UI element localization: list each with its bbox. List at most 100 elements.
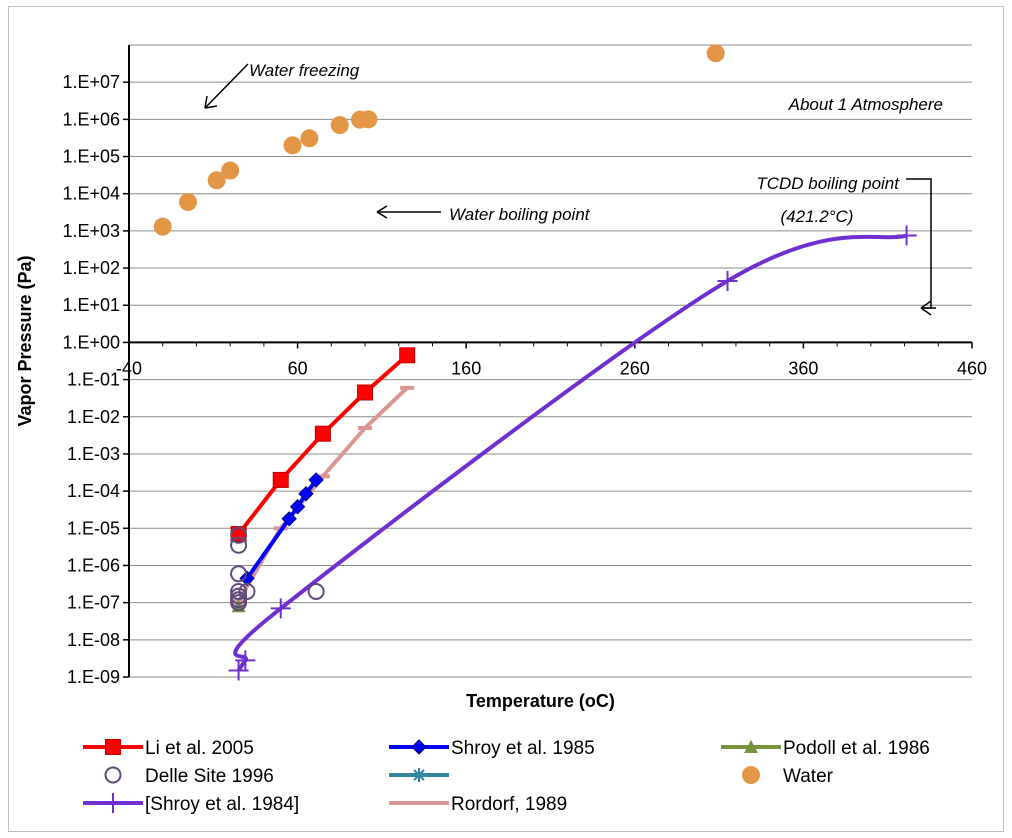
annotation-one-atmosphere: About 1 Atmosphere: [788, 95, 943, 114]
y-tick-label: 1.E+03: [62, 221, 120, 241]
annotation-tcdd-boiling-point: TCDD boiling point: [756, 174, 900, 193]
x-tick-label: -40: [116, 358, 142, 378]
vapor-pressure-chart: 1.E-09 1.E-08 1.E-07 1.E-06 1.E-05 1.E-04 1.E-…: [15, 44, 987, 815]
y-tick-label: 1.E-05: [67, 518, 120, 538]
y-tick-label: 1.E-02: [67, 407, 120, 427]
data-point: [207, 171, 226, 190]
data-point: [239, 570, 255, 587]
legend-label: Delle Site 1996: [145, 766, 274, 787]
data-point: [153, 217, 172, 236]
data-point: [270, 598, 291, 619]
data-point: [230, 526, 248, 544]
series-line: [236, 386, 409, 603]
arrowhead: [204, 95, 218, 109]
x-tick-label: 360: [788, 358, 818, 378]
legend: Li et al. 2005 Shroy et al. 1985 Podoll et…: [83, 738, 930, 815]
data-series: [153, 44, 917, 681]
data-point: [228, 660, 249, 681]
data-point: [357, 384, 374, 401]
data-point: [314, 425, 331, 442]
data-point: [272, 471, 289, 488]
data-point: [308, 472, 324, 488]
legend-entry-water: Water: [742, 766, 834, 787]
y-tick-label: 1.E+00: [62, 332, 120, 352]
chart-frame: 1.E-09 1.E-08 1.E-07 1.E-06 1.E-05 1.E-04 1.E-…: [8, 6, 1004, 832]
series-li-et-al-2005: [230, 347, 416, 543]
bracket-tcdd: [906, 178, 932, 309]
data-point: [230, 565, 248, 583]
x-axis-title: Temperature (oC): [466, 691, 615, 711]
legend-label: Shroy et al. 1985: [451, 738, 595, 759]
data-point: [359, 110, 378, 129]
legend-entry-podoll-et-al-1986: Podoll et al. 1986: [721, 738, 930, 759]
annotation-water-freezing: Water freezing: [249, 61, 360, 80]
data-point: [230, 536, 248, 554]
legend-marker: [411, 739, 427, 755]
data-point: [289, 499, 306, 515]
data-point: [179, 192, 198, 211]
data-point: [238, 582, 256, 600]
data-point: [281, 511, 297, 527]
data-point: [300, 129, 319, 148]
annotation-water-boiling-point: Water boiling point: [449, 205, 591, 224]
y-tick-label: 1.E+01: [62, 295, 120, 315]
series-line: [233, 233, 908, 672]
legend-label: Li et al. 2005: [145, 738, 254, 759]
arrowhead: [376, 205, 388, 219]
series-shroy-et-al-1984: [228, 225, 917, 681]
legend-label: Podoll et al. 1986: [783, 738, 930, 759]
x-tick-label: 460: [957, 358, 987, 378]
y-tick-label: 1.E-09: [67, 667, 120, 687]
legend-label: [Shroy et al. 1984]: [145, 794, 299, 815]
legend-marker: [105, 739, 121, 755]
data-point: [896, 225, 917, 246]
legend-label: Water: [783, 766, 834, 787]
legend-entry-delle-site-1996: Delle Site 1996: [104, 766, 274, 787]
annotations: Water freezing About 1 Atmosphere Water bo…: [204, 61, 943, 316]
x-tick-labels: -40 60 160 260 360 460: [116, 358, 987, 378]
x-tick-label: 260: [620, 358, 650, 378]
y-tick-label: 1.E+07: [62, 72, 120, 92]
y-tick-label: 1.E-04: [67, 481, 120, 501]
annotation-tcdd-temperature: (421.2°C): [781, 207, 854, 226]
y-tick-label: 1.E-06: [67, 555, 120, 575]
legend-marker: [744, 740, 758, 753]
series-delle-site-1996: [230, 526, 325, 612]
legend-label: Rordorf, 1989: [451, 794, 567, 815]
arrowhead: [920, 300, 936, 316]
gridlines: [129, 44, 972, 678]
axes: [123, 45, 973, 678]
y-axis-title: Vapor Pressure (Pa): [15, 255, 35, 426]
data-point: [235, 650, 256, 671]
y-tick-label: 1.E+05: [62, 147, 120, 167]
y-tick-label: 1.E+06: [62, 109, 120, 129]
y-tick-label: 1.E-07: [67, 593, 120, 613]
series-water: [153, 44, 725, 236]
data-point: [298, 486, 314, 502]
series-shroy-et-al-1985: [239, 472, 324, 587]
series-rordorf-1989: [231, 385, 415, 604]
legend-entry-shroy-et-al-1984: [Shroy et al. 1984]: [83, 793, 299, 815]
data-point: [230, 582, 248, 600]
legend-entry-unnamed: [389, 768, 449, 782]
y-tick-label: 1.E+04: [62, 184, 120, 204]
data-point: [399, 347, 416, 364]
data-point: [330, 116, 349, 135]
legend-marker: [103, 793, 123, 813]
legend-marker: [742, 766, 760, 784]
data-point: [230, 594, 248, 612]
data-point: [283, 136, 302, 155]
y-tick-label: 1.E+02: [62, 258, 120, 278]
legend-entry-rordorf-1989: Rordorf, 1989: [389, 794, 567, 815]
y-tick-label: 1.E-01: [67, 370, 120, 390]
x-tick-label: 60: [288, 358, 308, 378]
legend-marker: [412, 768, 426, 782]
legend-entry-li-et-al-2005: Li et al. 2005: [83, 738, 254, 759]
data-point: [706, 44, 725, 63]
arrow-water-freezing: [204, 63, 249, 109]
series-line: [237, 353, 409, 536]
y-tick-label: 1.E-03: [67, 444, 120, 464]
legend-entry-shroy-et-al-1985: Shroy et al. 1985: [389, 738, 595, 759]
y-tick-labels: 1.E-09 1.E-08 1.E-07 1.E-06 1.E-05 1.E-04 1.E-…: [62, 72, 120, 687]
data-point: [717, 270, 738, 291]
